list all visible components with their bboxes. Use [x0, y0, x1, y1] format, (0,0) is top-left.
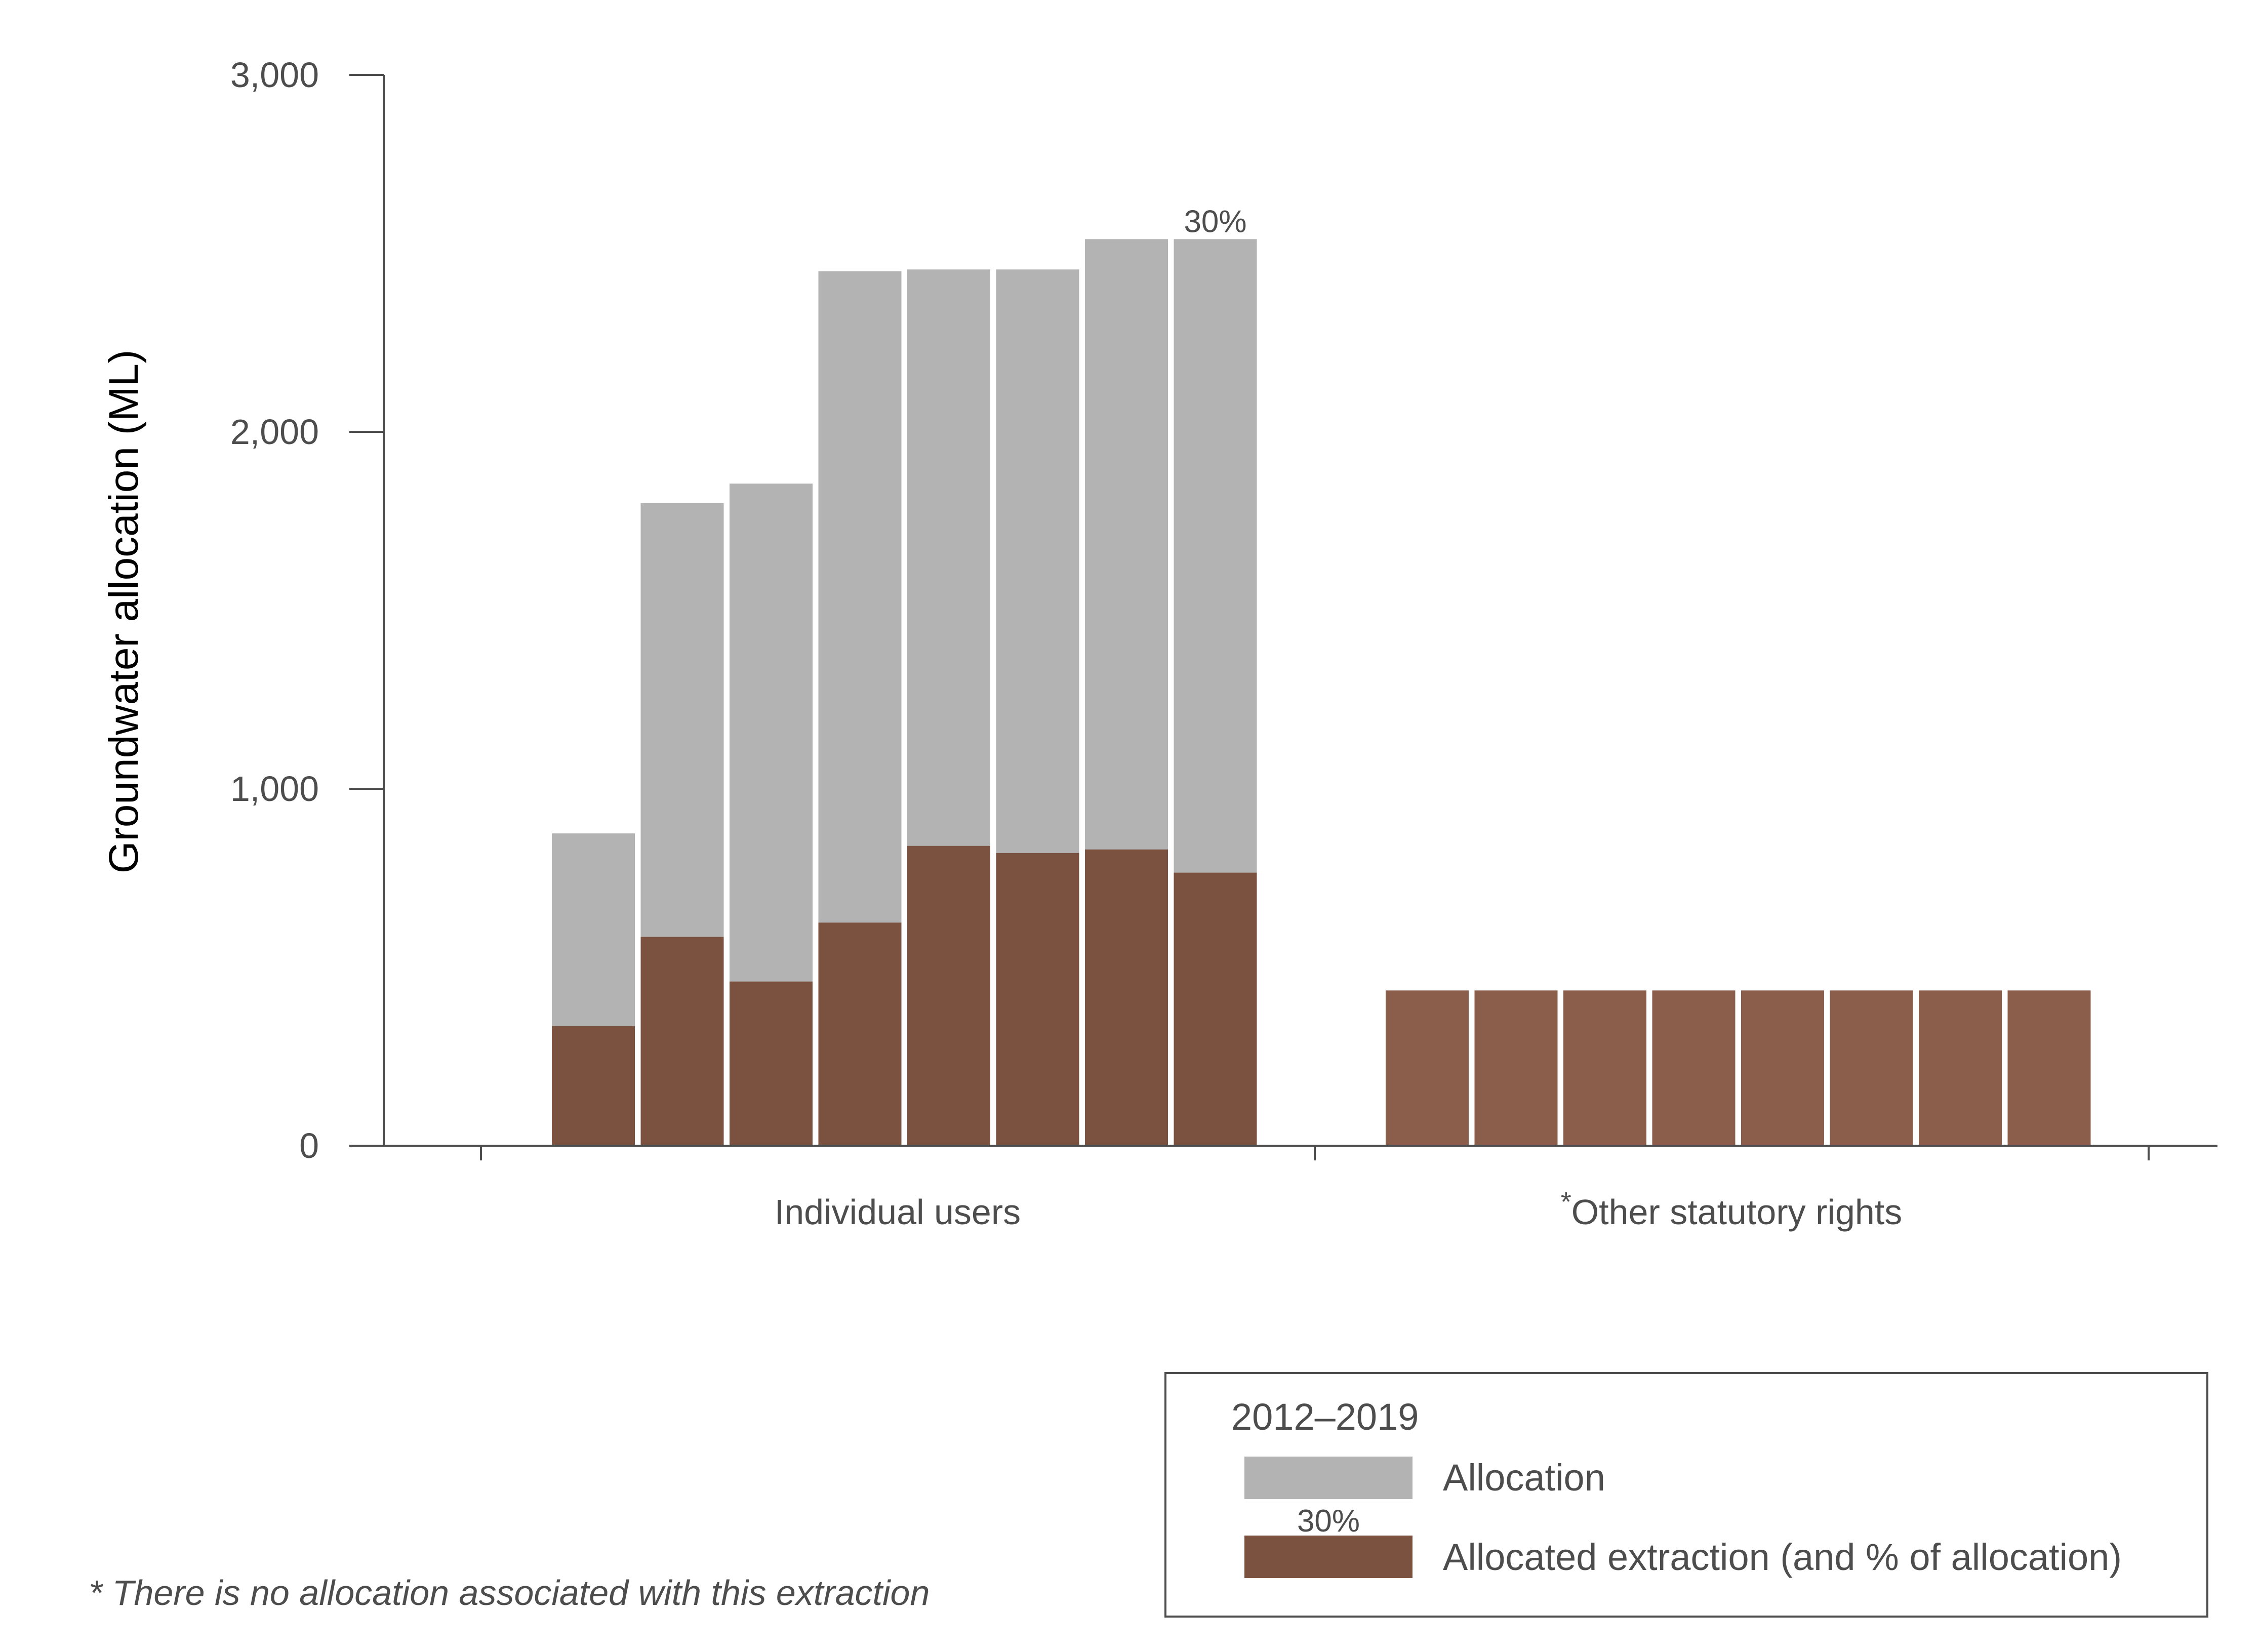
extraction-bar	[1174, 872, 1257, 1146]
legend-swatch-allocation	[1244, 1457, 1412, 1499]
extraction-bar	[1919, 990, 2002, 1146]
footnote: * There is no allocation associated with…	[89, 1573, 930, 1613]
extraction-bar	[1563, 990, 1646, 1146]
category-label-other-statutory-rights: *Other statutory rights	[1561, 1187, 1903, 1232]
extraction-bar	[1386, 990, 1469, 1146]
y-tick-label: 2,000	[230, 412, 319, 452]
extraction-bar	[1741, 990, 1824, 1146]
category-label-text: Other statutory rights	[1571, 1192, 1903, 1232]
axes	[349, 75, 2217, 1160]
y-tick-label: 0	[299, 1126, 319, 1165]
y-ticks: 0 1,000 2,000 3,000	[230, 55, 384, 1165]
legend: 2012–2019 Allocation 30% Allocated extra…	[1164, 1372, 2208, 1618]
extraction-bar	[640, 937, 724, 1146]
extraction-bar	[1830, 990, 1913, 1146]
category-label-individual-users: Individual users	[775, 1192, 1021, 1232]
extraction-bar	[996, 853, 1079, 1146]
extraction-bar	[730, 981, 813, 1146]
extraction-bar	[818, 922, 902, 1146]
extraction-bar	[907, 845, 990, 1146]
extraction-bar	[1652, 990, 1736, 1146]
legend-swatch-extraction	[1244, 1536, 1412, 1578]
y-axis-label: Groundwater allocation (ML)	[101, 350, 147, 874]
y-tick-label: 1,000	[230, 769, 319, 809]
y-tick-label: 3,000	[230, 55, 319, 95]
legend-label-extraction: Allocated extraction (and % of allocatio…	[1443, 1536, 2122, 1578]
category-asterisk: *	[1561, 1187, 1571, 1217]
extraction-bar	[1474, 990, 1558, 1146]
legend-label-allocation: Allocation	[1443, 1457, 1605, 1499]
bar-marks	[552, 239, 2091, 1146]
extraction-bar	[552, 1026, 635, 1146]
extraction-bar	[1085, 849, 1168, 1146]
extraction-bar	[2007, 990, 2091, 1146]
legend-swatch-note: 30%	[1297, 1504, 1360, 1539]
percent-annotation: 30%	[1184, 204, 1246, 239]
legend-title: 2012–2019	[1231, 1396, 1419, 1438]
bar-annotations: 30%	[1184, 204, 1246, 239]
